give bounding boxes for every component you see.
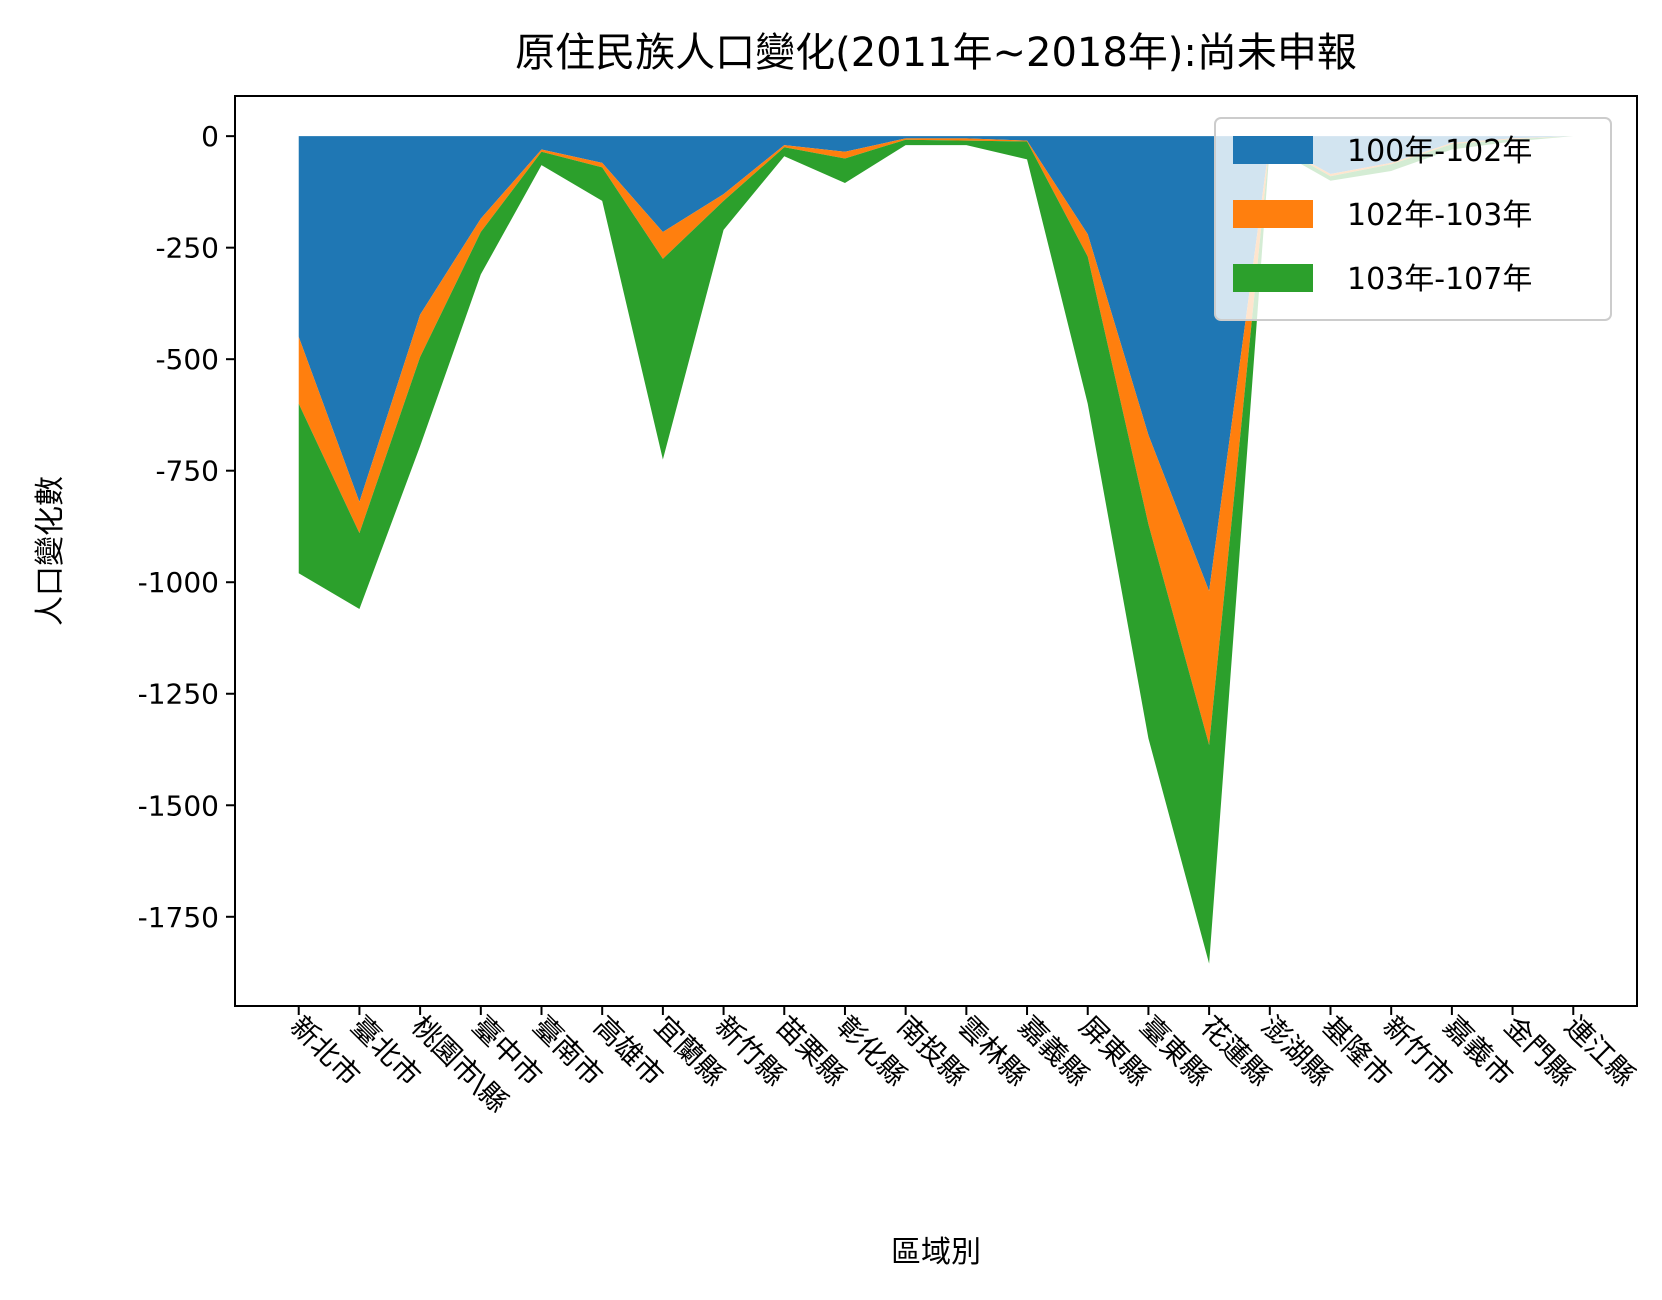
chart-title: 原住民族人口變化(2011年~2018年):尚未申報 (515, 30, 1357, 76)
y-tick-label: -1250 (138, 678, 219, 711)
y-tick-label: -250 (155, 232, 219, 265)
legend-label: 102年-103年 (1347, 198, 1532, 233)
x-axis-label: 區域別 (891, 1235, 981, 1270)
y-tick-label: -1750 (138, 901, 219, 934)
y-tick-label: 0 (201, 120, 219, 153)
y-tick-label: -1000 (138, 566, 219, 599)
area-series-3 (298, 136, 1574, 964)
legend-label: 100年-102年 (1347, 134, 1532, 169)
y-axis-ticks: 0 -250 -500 -750 -1000 -1250 -1500 -1750 (138, 120, 235, 934)
legend-swatch (1233, 200, 1313, 228)
y-tick-label: -500 (155, 343, 219, 376)
y-tick-label: -750 (155, 455, 219, 488)
legend: 100年-102年 102年-103年 103年-107年 (1214, 117, 1612, 321)
legend-box (1214, 117, 1612, 321)
y-tick-label: -1500 (138, 789, 219, 822)
legend-label: 103年-107年 (1347, 262, 1532, 297)
legend-swatch (1233, 264, 1313, 292)
x-axis-ticks: 新北市臺北市桃園市\縣臺中市臺南市高雄市宜蘭縣新竹縣苗栗縣彰化縣南投縣雲林縣嘉義… (284, 1006, 1641, 1119)
x-tick-label: 連江縣 (1558, 1010, 1641, 1093)
y-axis-label: 人口變化數 (33, 476, 68, 626)
legend-swatch (1233, 136, 1313, 164)
plot-frame (234, 95, 1638, 1007)
